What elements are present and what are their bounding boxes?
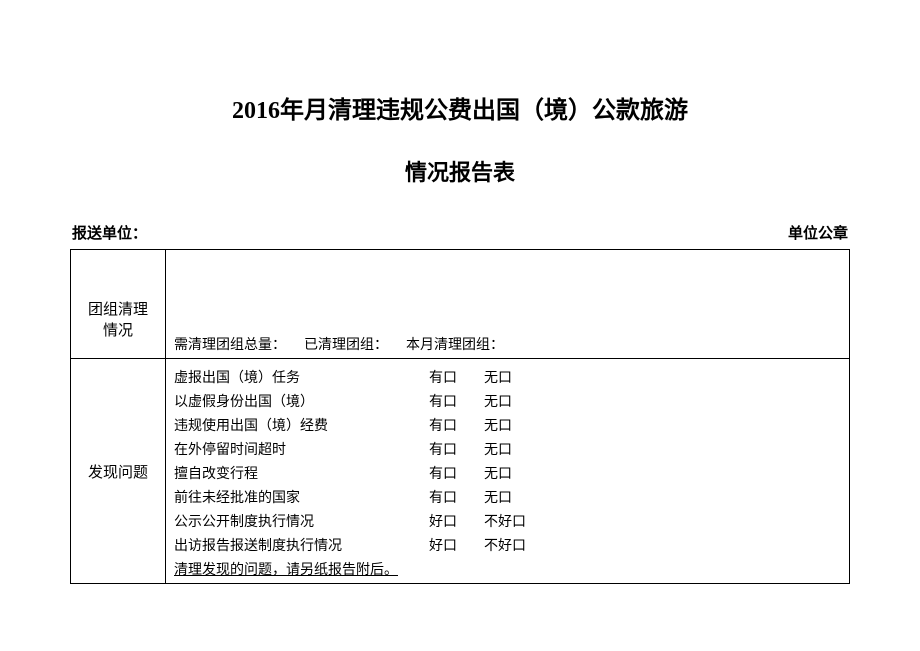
problem-row: 违规使用出国（境）经费有口无口 xyxy=(174,413,841,437)
option-good[interactable]: 好口 xyxy=(429,511,484,531)
option-bad[interactable]: 不好口 xyxy=(484,535,539,555)
group-clean-content: 需清理团组总量： 已清理团组： 本月清理团组： xyxy=(166,250,850,359)
option-no[interactable]: 无口 xyxy=(484,463,539,483)
problem-label: 前往未经批准的国家 xyxy=(174,487,429,507)
group-clean-label-line2: 情况 xyxy=(71,319,165,340)
report-table: 团组清理 情况 需清理团组总量： 已清理团组： 本月清理团组： 发现问题 虚报出… xyxy=(70,249,850,584)
problems-content: 虚报出国（境）任务有口无口以虚假身份出国（境）有口无口违规使用出国（境）经费有口… xyxy=(166,359,850,584)
option-bad[interactable]: 不好口 xyxy=(484,511,539,531)
problem-label: 虚报出国（境）任务 xyxy=(174,367,429,387)
cleaned-groups-field: 已清理团组： xyxy=(304,334,388,354)
group-clean-label-line1: 团组清理 xyxy=(71,298,165,319)
option-no[interactable]: 无口 xyxy=(484,439,539,459)
seal-label: 单位公章 xyxy=(788,222,848,243)
main-title: 2016年月清理违规公费出国（境）公款旅游 xyxy=(70,90,850,125)
problems-label: 发现问题 xyxy=(71,359,166,584)
problem-row: 虚报出国（境）任务有口无口 xyxy=(174,365,841,389)
problem-row: 前往未经批准的国家有口无口 xyxy=(174,485,841,509)
problem-row: 在外停留时间超时有口无口 xyxy=(174,437,841,461)
month-groups-field: 本月清理团组： xyxy=(406,334,504,354)
option-no[interactable]: 无口 xyxy=(484,415,539,435)
problem-label: 在外停留时间超时 xyxy=(174,439,429,459)
option-yes[interactable]: 有口 xyxy=(429,487,484,507)
problem-row: 出访报告报送制度执行情况好口不好口 xyxy=(174,533,841,557)
problem-row: 擅自改变行程有口无口 xyxy=(174,461,841,485)
option-yes[interactable]: 有口 xyxy=(429,463,484,483)
problem-label: 出访报告报送制度执行情况 xyxy=(174,535,429,555)
subtitle: 情况报告表 xyxy=(70,155,850,187)
option-good[interactable]: 好口 xyxy=(429,535,484,555)
option-yes[interactable]: 有口 xyxy=(429,391,484,411)
report-unit-label: 报送单位： xyxy=(72,222,147,243)
total-groups-field: 需清理团组总量： xyxy=(174,334,286,354)
problem-label: 擅自改变行程 xyxy=(174,463,429,483)
problem-label: 公示公开制度执行情况 xyxy=(174,511,429,531)
header-row: 报送单位： 单位公章 xyxy=(70,222,850,243)
option-yes[interactable]: 有口 xyxy=(429,439,484,459)
group-clean-label: 团组清理 情况 xyxy=(71,250,166,359)
problem-row: 公示公开制度执行情况好口不好口 xyxy=(174,509,841,533)
problem-label: 以虚假身份出国（境） xyxy=(174,391,429,411)
problem-row: 以虚假身份出国（境）有口无口 xyxy=(174,389,841,413)
problems-footer-note: 清理发现的问题，请另纸报告附后。 xyxy=(174,559,841,579)
option-no[interactable]: 无口 xyxy=(484,391,539,411)
option-no[interactable]: 无口 xyxy=(484,487,539,507)
option-yes[interactable]: 有口 xyxy=(429,367,484,387)
option-yes[interactable]: 有口 xyxy=(429,415,484,435)
problem-label: 违规使用出国（境）经费 xyxy=(174,415,429,435)
option-no[interactable]: 无口 xyxy=(484,367,539,387)
